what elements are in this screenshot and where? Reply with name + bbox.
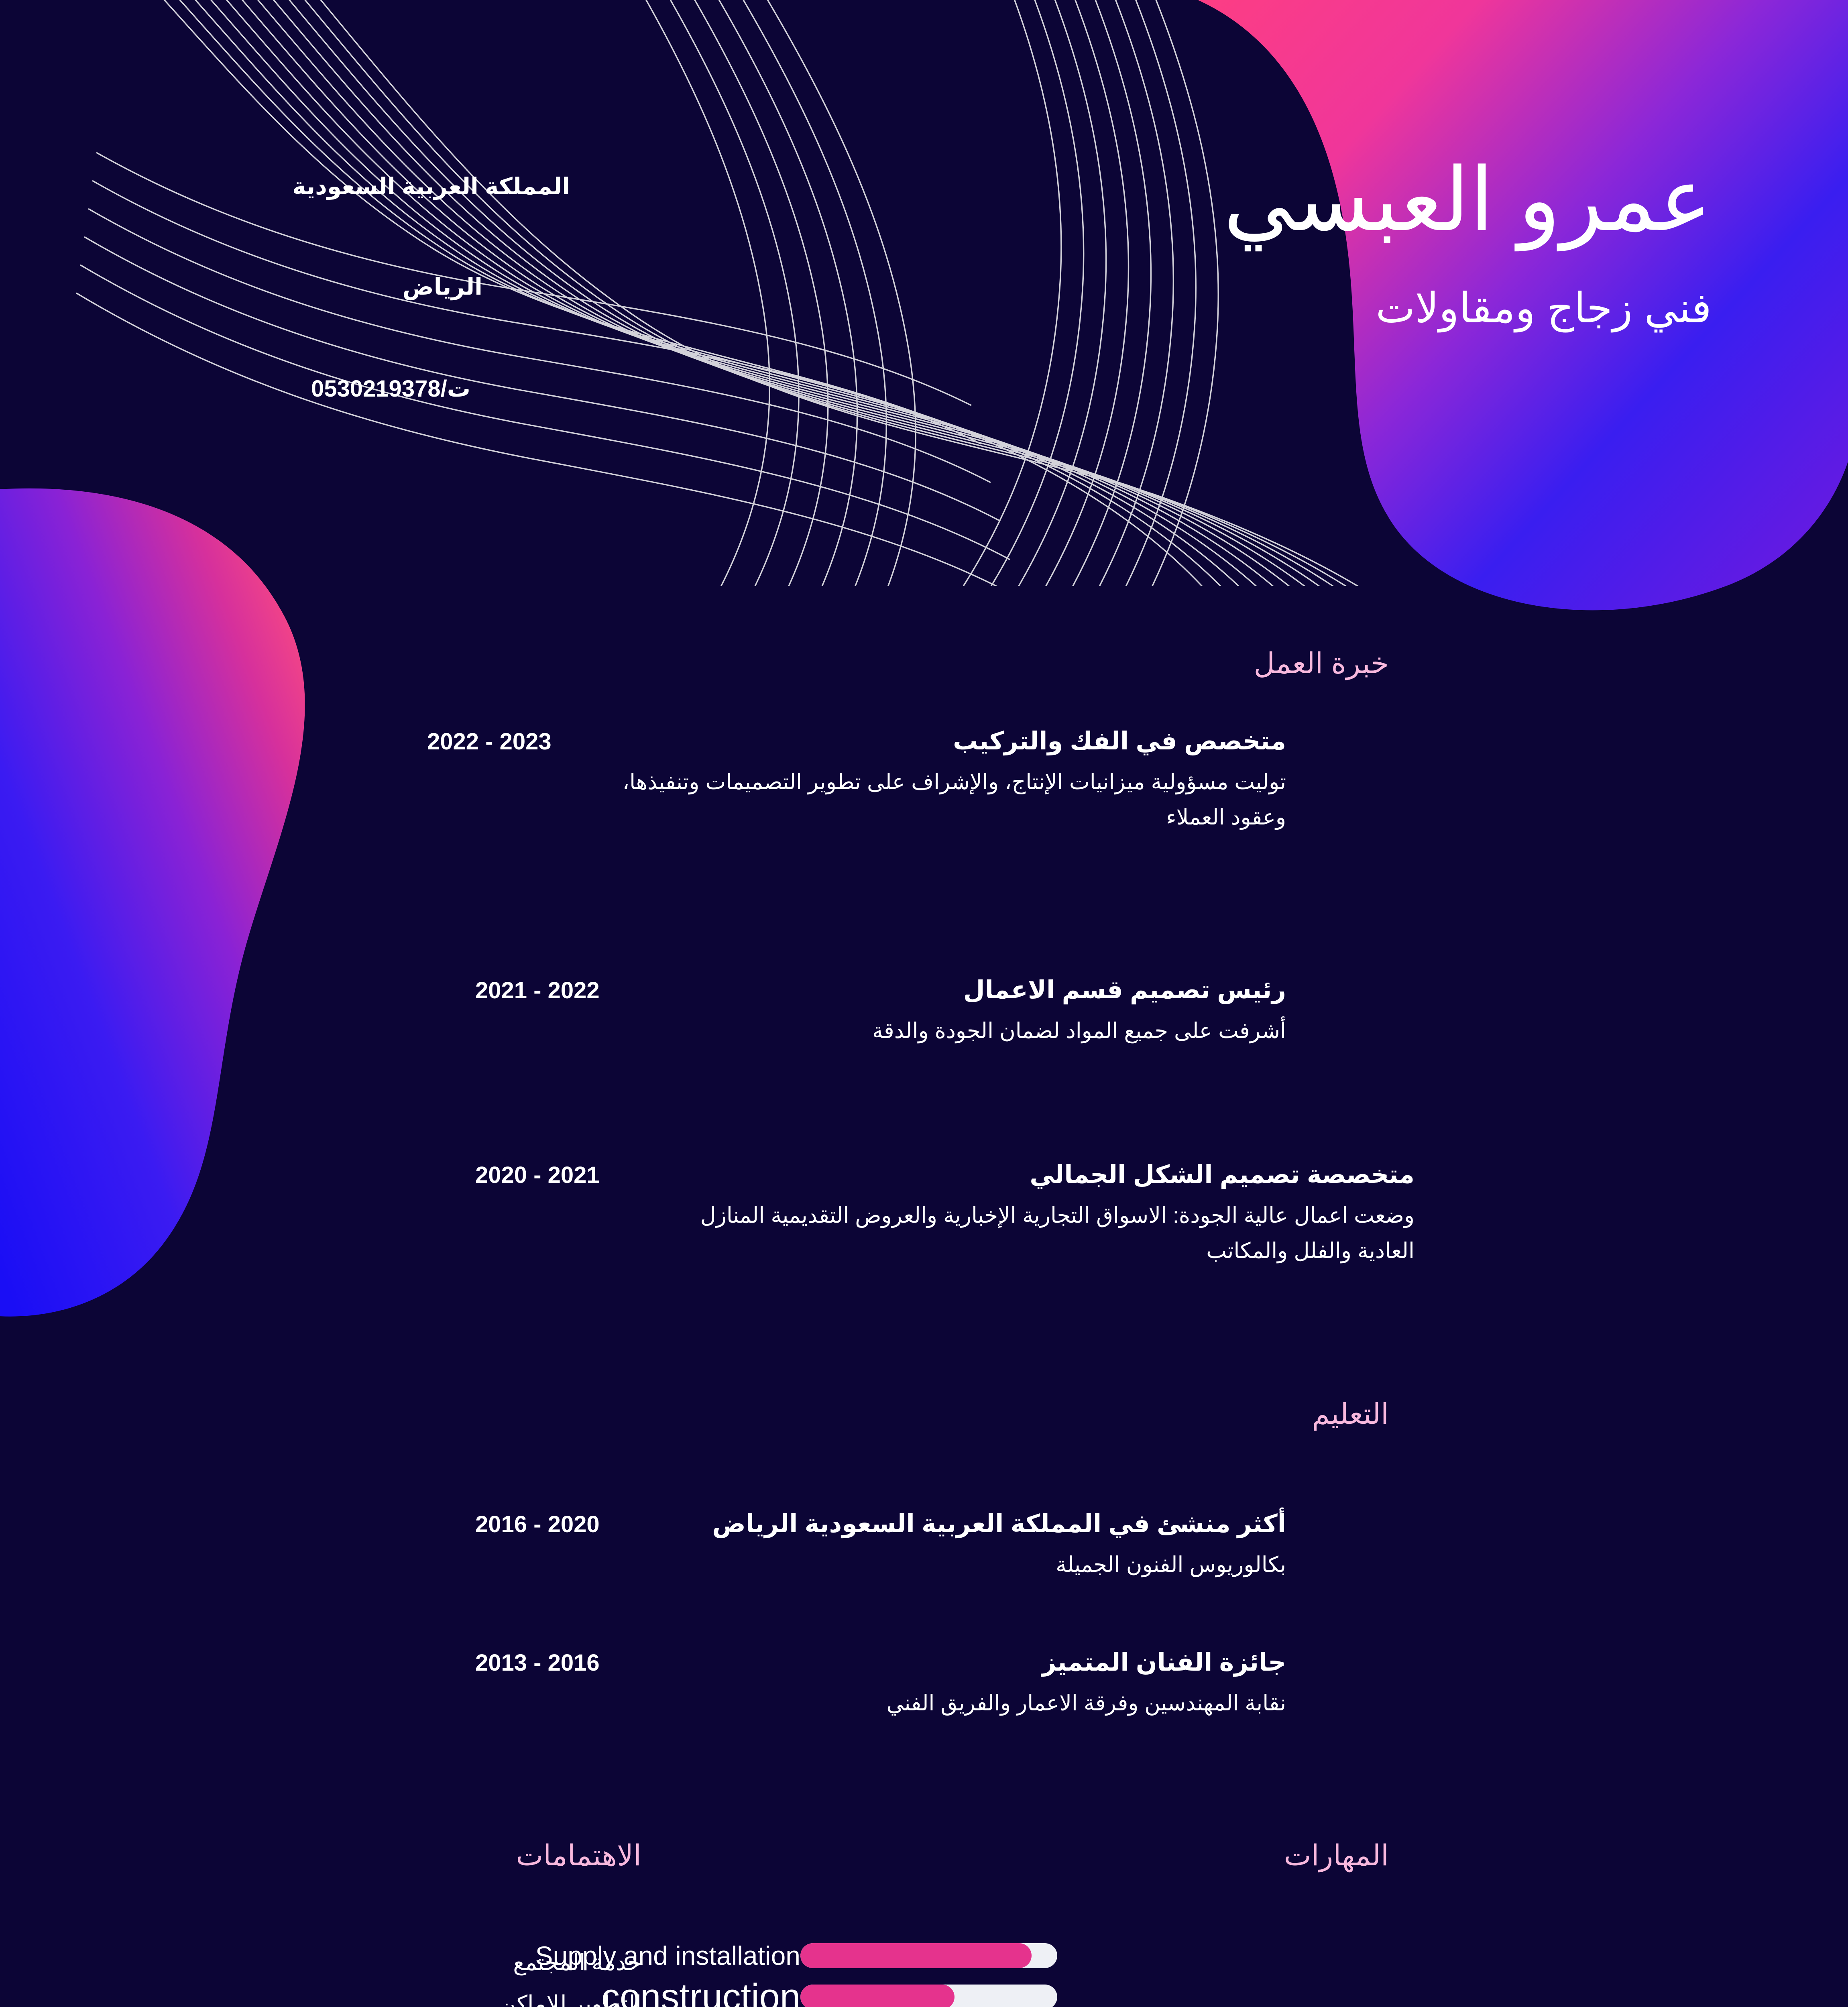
experience-description: وضعت اعمال عالية الجودة: الاسواق التجاري… xyxy=(700,1203,1414,1263)
experience-entry-body: متخصصة تصميم الشكل الجمالي وضعت اعمال عا… xyxy=(600,1160,1414,1268)
experience-role: رئيس تصميم قسم الاعمال xyxy=(963,976,1286,1004)
skill-progress-fill xyxy=(800,1985,955,2007)
experience-role: متخصص في الفك والتركيب xyxy=(953,727,1286,755)
job-title: فني زجاج ومقاولات xyxy=(1376,285,1712,332)
section-header-experience: خبرة العمل xyxy=(1254,647,1389,680)
education-role: جائزة الفنان المتميز xyxy=(1042,1649,1286,1676)
experience-years: 2020 - 2021 xyxy=(475,1162,600,1188)
experience-entry: رئيس تصميم قسم الاعمال أشرفت على جميع ال… xyxy=(475,975,1286,1049)
experience-years: 2021 - 2022 xyxy=(475,977,600,1004)
experience-role: متخصصة تصميم الشكل الجمالي xyxy=(1030,1161,1414,1189)
interest-item: التطوير للاماكن xyxy=(499,1991,641,2007)
contact-city: الرياض xyxy=(402,274,482,300)
section-header-interests: الاهتمامات xyxy=(516,1840,641,1872)
education-entry-body: جائزة الفنان المتميز نقابة المهندسين وفر… xyxy=(600,1648,1286,1721)
education-entry-body: أكثر منشئ في المملكة العربية السعودية ال… xyxy=(600,1509,1286,1583)
experience-description: أشرفت على جميع المواد لضمان الجودة والدق… xyxy=(872,1019,1286,1043)
experience-entry-body: رئيس تصميم قسم الاعمال أشرفت على جميع ال… xyxy=(600,975,1286,1049)
education-years: 2016 - 2020 xyxy=(475,1511,600,1537)
skill-progress-fill xyxy=(800,1943,1032,1968)
experience-entry-body: متخصص في الفك والتركيب توليت مسؤولية ميز… xyxy=(552,727,1286,835)
education-role: أكثر منشئ في المملكة العربية السعودية ال… xyxy=(712,1510,1286,1538)
interest-list: خدمة المجتمع التطوير للاماكن الطبيعة الخ… xyxy=(393,1945,641,2007)
experience-description: توليت مسؤولية ميزانيات الإنتاج، والإشراف… xyxy=(622,770,1286,829)
experience-years: 2022 - 2023 xyxy=(427,729,552,755)
left-gradient-blob xyxy=(0,488,305,1317)
education-entry: أكثر منشئ في المملكة العربية السعودية ال… xyxy=(475,1509,1286,1583)
interest-item: خدمة المجتمع xyxy=(513,1950,641,1975)
skill-progress-track[interactable] xyxy=(800,1943,1057,1968)
contact-country: المملكة العربية السعودية xyxy=(292,173,570,199)
experience-entry: متخصص في الفك والتركيب توليت مسؤولية ميز… xyxy=(427,727,1286,835)
education-entry: جائزة الفنان المتميز نقابة المهندسين وفر… xyxy=(475,1648,1286,1721)
education-description: بكالوريوس الفنون الجميلة xyxy=(1056,1553,1286,1577)
experience-entry: متخصصة تصميم الشكل الجمالي وضعت اعمال عا… xyxy=(475,1160,1414,1268)
section-header-education: التعليم xyxy=(1312,1398,1389,1430)
section-header-skills: المهارات xyxy=(1284,1840,1389,1872)
page-title: عمرو العبسي xyxy=(1223,151,1712,249)
contact-phone[interactable]: ت/0530219378 xyxy=(311,376,470,402)
contact-block: المملكة العربية السعودية الرياض ت/053021… xyxy=(0,173,570,402)
education-description: نقابة المهندسين وفرقة الاعمار والفريق ال… xyxy=(886,1691,1286,1716)
education-years: 2013 - 2016 xyxy=(475,1650,600,1676)
name-title-block: عمرو العبسي فني زجاج ومقاولات xyxy=(1223,157,1712,332)
skill-progress-track[interactable] xyxy=(800,1985,1057,2007)
